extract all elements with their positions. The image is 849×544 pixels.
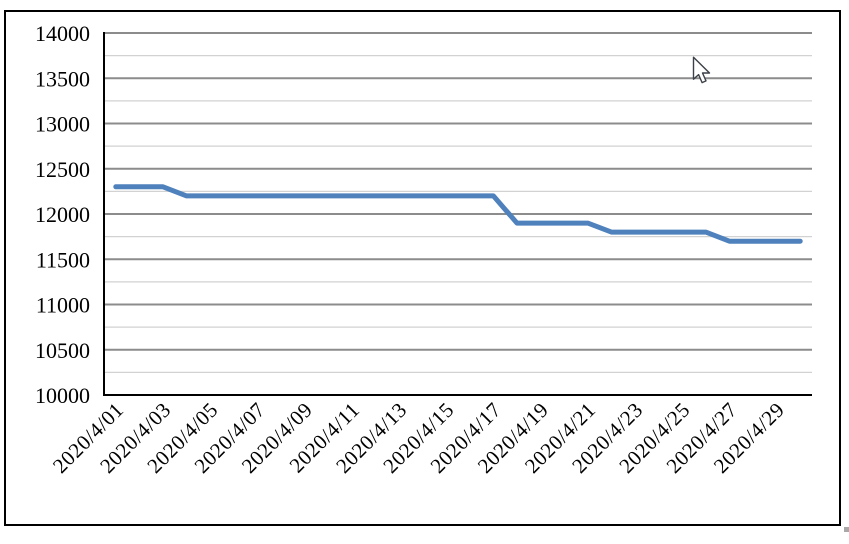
y-axis-tick-label: 12500 [35, 157, 90, 182]
y-axis-tick-label: 10500 [35, 338, 90, 363]
y-axis-labels: 14000 13500 13000 12500 12000 11500 11000 10500… [35, 21, 90, 408]
series-line [113, 184, 803, 244]
y-axis-tick-label: 13000 [35, 112, 90, 137]
data-series-line [113, 184, 803, 244]
chart-border-frame [4, 10, 841, 526]
y-axis-tick-label: 13500 [35, 66, 90, 91]
axis-lines [103, 32, 812, 396]
y-axis-tick-label: 12000 [35, 202, 90, 227]
y-axis-tick-label: 14000 [35, 21, 90, 46]
corner-artifact-mark [844, 527, 849, 532]
y-axis-tick-label: 11000 [36, 293, 90, 318]
y-axis-tick-label: 11500 [36, 247, 90, 272]
y-axis-tick-label: 10000 [35, 383, 90, 408]
x-axis-labels: 2020/4/012020/4/032020/4/052020/4/072020… [48, 398, 789, 478]
minor-gridlines [105, 54, 812, 374]
major-gridlines [105, 32, 812, 351]
